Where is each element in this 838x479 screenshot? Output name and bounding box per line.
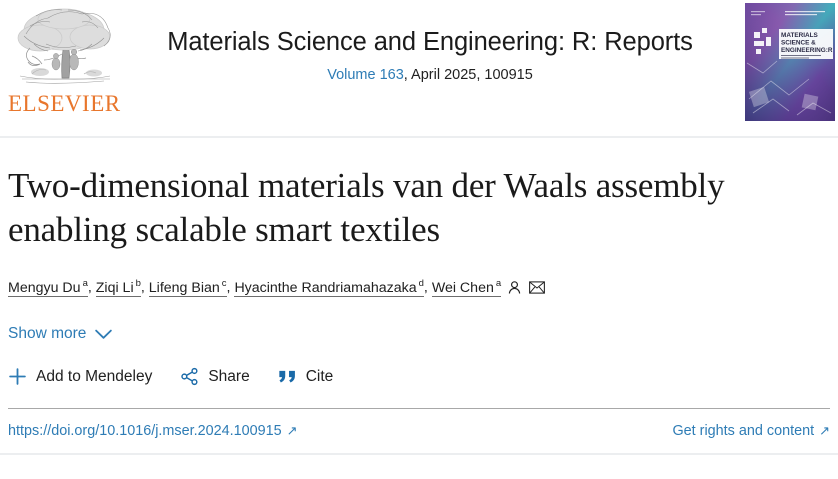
author-item[interactable]: Mengyu Du a <box>8 278 88 297</box>
author-affiliation-marker: b <box>135 278 141 290</box>
bottom-divider <box>0 453 838 456</box>
chevron-down-icon <box>95 329 113 340</box>
header-divider <box>0 136 838 138</box>
journal-info: Materials Science and Engineering: R: Re… <box>130 28 730 85</box>
article-main: Two-dimensional materials van der Waals … <box>0 164 838 456</box>
cover-title-line-2: SCIENCE & <box>781 40 816 47</box>
get-rights-label: Get rights and content <box>672 423 815 440</box>
author-affiliation-marker: d <box>418 278 424 290</box>
author-item[interactable]: Wei Chen a <box>431 278 502 297</box>
share-nodes-icon <box>180 367 199 386</box>
quote-marks-icon <box>278 369 297 385</box>
author-item[interactable]: Ziqi Li b <box>95 278 141 297</box>
author-separator: , <box>87 279 96 296</box>
author-action-icons <box>507 278 552 299</box>
share-button[interactable]: Share <box>180 367 250 386</box>
author-list: Mengyu Du a, Ziqi Li b, Lifeng Bian c, Hyac… <box>8 277 830 299</box>
get-rights-and-content-link[interactable]: Get rights and content ↗ <box>672 423 830 439</box>
volume-link[interactable]: Volume 163 <box>327 67 404 84</box>
journal-header: ELSEVIER Materials Science and Engineeri… <box>0 0 838 138</box>
cover-title-line-1: MATERIALS <box>781 32 819 39</box>
author-affiliation-marker: a <box>495 278 502 290</box>
external-link-arrow-icon: ↗ <box>819 422 830 438</box>
add-to-mendeley-button[interactable]: Add to Mendeley <box>8 367 152 386</box>
author-item[interactable]: Hyacinthe Randriamahazaka d <box>234 278 424 297</box>
author-separator: , <box>423 279 432 296</box>
author-name: Wei Chen <box>431 279 494 296</box>
add-to-mendeley-label: Add to Mendeley <box>36 367 153 385</box>
cite-button[interactable]: Cite <box>278 367 334 386</box>
envelope-icon[interactable] <box>529 281 546 294</box>
plus-icon <box>8 367 27 386</box>
cover-title-line-3: ENGINEERING:R <box>781 47 833 54</box>
author-item[interactable]: Lifeng Bian c <box>148 278 227 297</box>
article-title: Two-dimensional materials van der Waals … <box>8 166 725 250</box>
issue-date-pages: , April 2025, 100915 <box>403 67 533 84</box>
doi-link-label: https://doi.org/10.1016/j.mser.2024.1009… <box>8 423 282 440</box>
share-label: Share <box>208 367 250 385</box>
person-icon[interactable] <box>507 280 522 295</box>
journal-title: Materials Science and Engineering: R: Re… <box>167 28 693 56</box>
doi-link[interactable]: https://doi.org/10.1016/j.mser.2024.1009… <box>8 423 298 439</box>
author-name: Lifeng Bian <box>148 279 220 296</box>
author-name: Hyacinthe Randriamahazaka <box>234 279 417 296</box>
elsevier-wordmark: ELSEVIER <box>8 91 121 116</box>
show-more-label: Show more <box>8 325 87 343</box>
external-link-arrow-icon: ↗ <box>286 422 298 438</box>
show-more-toggle[interactable]: Show more <box>8 325 113 343</box>
author-affiliation-marker: c <box>221 278 227 290</box>
author-name: Mengyu Du <box>8 279 81 296</box>
journal-issue-line: Volume 163, April 2025, 100915 <box>130 67 730 84</box>
journal-cover-thumbnail[interactable]: MATERIALS SCIENCE & ENGINEERING:R <box>745 3 835 121</box>
cite-label: Cite <box>305 367 334 385</box>
doi-rights-bar: https://doi.org/10.1016/j.mser.2024.1009… <box>8 409 830 453</box>
author-affiliation-marker: a <box>82 278 88 290</box>
elsevier-tree-logo[interactable] <box>6 4 124 126</box>
article-actions: Add to Mendeley Share Cite <box>8 367 830 386</box>
doi-divider-top <box>8 408 830 410</box>
author-separator: , <box>226 279 235 296</box>
author-separator: , <box>140 279 149 296</box>
author-name: Ziqi Li <box>95 279 134 296</box>
